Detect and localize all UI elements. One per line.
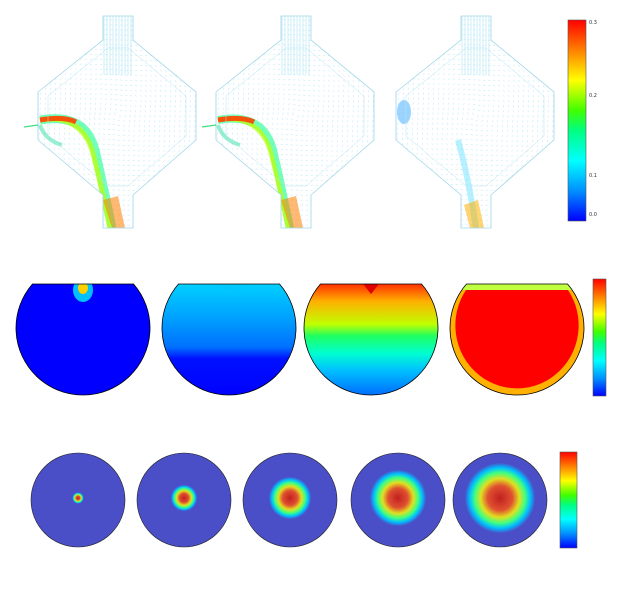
spot-panel <box>452 452 548 548</box>
spot-panel <box>30 452 126 548</box>
row3-spot-panels <box>30 452 548 548</box>
spot-panel <box>242 452 338 548</box>
colorbar-tick-lower: 0.1 <box>589 173 597 179</box>
colorbar-tick-upper: 0.2 <box>589 93 597 99</box>
fill-panel <box>449 283 585 396</box>
colorbar-tick-bottom: 0.0 <box>589 212 597 218</box>
row3-colorbar <box>559 451 578 549</box>
colorbar-tick-top: 0.3 <box>589 20 597 26</box>
spot-panel <box>350 452 446 548</box>
vessel-panel <box>395 15 555 229</box>
vessel-panel <box>23 15 197 229</box>
inlet-jet-icon <box>23 124 39 128</box>
spot-panel <box>136 452 232 548</box>
inlet-jet-icon <box>201 124 217 128</box>
vessel-panel <box>201 15 375 229</box>
row2-fill-panels <box>15 283 585 396</box>
fill-panel <box>161 283 297 396</box>
row1-vessel-panels <box>23 15 555 229</box>
fill-panel <box>15 283 151 396</box>
row2-colorbar <box>592 278 607 397</box>
row1-colorbar: 0.3 0.2 0.1 0.0 <box>567 19 597 222</box>
fill-panel <box>303 283 439 396</box>
